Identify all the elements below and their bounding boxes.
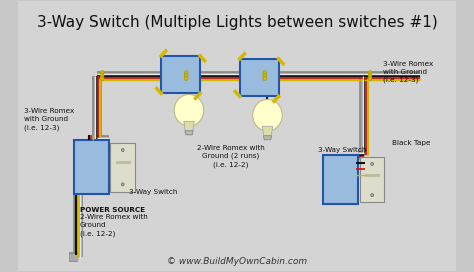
- FancyBboxPatch shape: [161, 56, 200, 94]
- Circle shape: [371, 162, 374, 165]
- Text: 3-Wire Romex
with Ground
(i.e. 12-3): 3-Wire Romex with Ground (i.e. 12-3): [24, 108, 74, 131]
- Circle shape: [174, 94, 204, 126]
- Text: © www.BuildMyOwnCabin.com: © www.BuildMyOwnCabin.com: [167, 257, 307, 266]
- Circle shape: [263, 74, 266, 78]
- Circle shape: [184, 74, 188, 78]
- Circle shape: [371, 194, 374, 197]
- Polygon shape: [264, 136, 272, 140]
- Circle shape: [184, 71, 188, 75]
- Circle shape: [368, 77, 372, 81]
- FancyBboxPatch shape: [360, 157, 384, 202]
- FancyBboxPatch shape: [323, 155, 358, 204]
- Text: 3-Way Switch (Multiple Lights between switches #1): 3-Way Switch (Multiple Lights between sw…: [36, 15, 438, 30]
- FancyBboxPatch shape: [240, 59, 279, 96]
- Circle shape: [100, 71, 104, 75]
- Text: POWER SOURCE: POWER SOURCE: [80, 207, 145, 213]
- Polygon shape: [185, 131, 193, 135]
- Circle shape: [100, 74, 104, 78]
- Text: 3-Wire Romex
with Ground
(i.e. 12-3): 3-Wire Romex with Ground (i.e. 12-3): [383, 61, 433, 83]
- Text: 2-Wire Romex with
Ground
(i.e. 12-2): 2-Wire Romex with Ground (i.e. 12-2): [80, 214, 148, 237]
- Text: 3-Way Switch: 3-Way Switch: [318, 147, 367, 153]
- Polygon shape: [262, 126, 273, 136]
- Circle shape: [121, 149, 124, 152]
- Text: Black Tape: Black Tape: [392, 140, 431, 146]
- Polygon shape: [184, 121, 194, 131]
- FancyBboxPatch shape: [15, 0, 459, 272]
- Circle shape: [368, 71, 372, 75]
- Circle shape: [253, 99, 282, 131]
- Text: 3-Way Switch: 3-Way Switch: [129, 190, 177, 196]
- Circle shape: [184, 77, 188, 81]
- Circle shape: [368, 74, 372, 78]
- FancyBboxPatch shape: [73, 140, 109, 194]
- Circle shape: [121, 183, 124, 186]
- Circle shape: [100, 77, 104, 81]
- Text: 2-Wire Romex with
Ground (2 runs)
(i.e. 12-2): 2-Wire Romex with Ground (2 runs) (i.e. …: [197, 145, 264, 168]
- Circle shape: [263, 71, 266, 75]
- Circle shape: [263, 77, 266, 81]
- FancyBboxPatch shape: [110, 143, 135, 192]
